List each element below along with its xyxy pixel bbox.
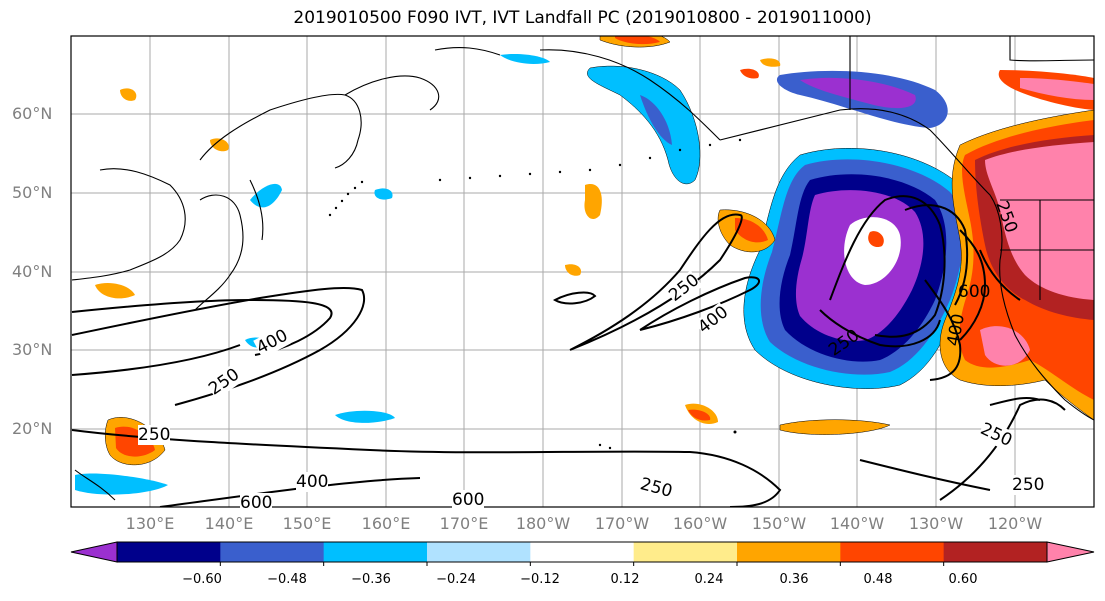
coastlines [71,36,1094,501]
lon-label: 140°W [829,514,885,533]
ivt-contours [71,195,1066,507]
positive-pc-region [95,36,1094,466]
colorbar-tick-label: 0.36 [779,572,809,587]
colorbar-cell [840,542,945,562]
contour-label: 600 [452,490,485,510]
contour-label: 400 [296,472,329,492]
colorbar-cell [943,542,1048,562]
lon-label: 180°W [515,514,571,533]
map-title: 2019010500 F090 IVT, IVT Landfall PC (20… [293,8,872,28]
lon-label: 170°E [439,514,489,533]
colorbar-tick-label: 0.12 [610,572,640,587]
colorbar-extend-max [1046,541,1095,563]
colorbar [70,541,1095,566]
lat-label: 50°N [12,183,53,202]
lon-label: 130°W [908,514,964,533]
lon-label: 140°E [204,514,254,533]
colorbar-cell [737,542,841,562]
colorbar-cell [323,542,428,562]
colorbar-cell [633,542,738,562]
lon-label: 170°W [594,514,650,533]
lat-label: 60°N [12,104,53,123]
contour-label: 600 [958,282,991,302]
negative-pc-region [75,53,976,495]
colorbar-tick-label: −0.24 [436,572,476,587]
lat-label: 40°N [12,262,53,281]
lon-label: 150°E [282,514,332,533]
colorbar-tick-label: −0.48 [267,572,307,587]
contour-label: 250 [138,425,171,445]
island-chains [328,138,742,450]
lon-label: 120°W [987,514,1043,533]
map-border [70,35,1095,508]
colorbar-tick-label: −0.36 [351,572,391,587]
colorbar-cell [117,542,221,562]
colorbar-tick-label: 0.60 [948,572,978,587]
colorbar-tick-label: −0.12 [520,572,560,587]
colorbar-tick-label: 0.24 [694,572,724,587]
lat-label: 30°N [12,340,53,359]
lon-label: 160°W [672,514,728,533]
colorbar-tick-label: 0.48 [863,572,893,587]
colorbar-cell [530,542,635,562]
colorbar-cell [220,542,325,562]
lon-label: 150°W [751,514,807,533]
colorbar-tick-label: −0.60 [182,572,222,587]
lon-label: 160°E [361,514,411,533]
colorbar-cell [427,542,531,562]
colorbar-extend-min [70,541,118,563]
contour-label: 250 [1012,475,1045,495]
lon-label: 130°E [125,514,175,533]
contour-label: 600 [240,493,273,513]
lat-label: 20°N [12,419,53,438]
